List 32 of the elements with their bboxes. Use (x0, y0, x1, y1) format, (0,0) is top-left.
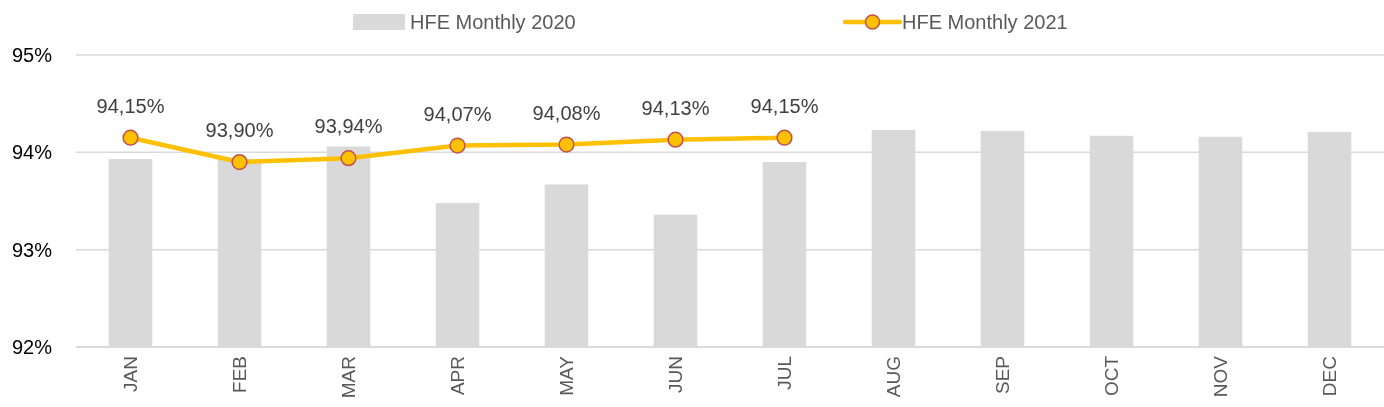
point (558, 136, 575, 153)
x-tick-label: DEC (1319, 356, 1341, 397)
x-tick-label: APR (447, 356, 469, 396)
legend-label: HFE Monthly 2021 (902, 11, 1068, 33)
data-label: 94,15% (96, 94, 165, 117)
point (340, 150, 357, 167)
x-tick-label: OCT (1101, 355, 1123, 397)
x-tick-label: NOV (1210, 355, 1232, 398)
x-tick-label: MAR (338, 356, 360, 399)
point (122, 129, 139, 146)
x-tick-label: FEB (229, 356, 251, 393)
x-tick-label: JUN (665, 356, 687, 393)
x-tick-label: JAN (120, 356, 142, 392)
x-tick-label: MAY (556, 355, 578, 396)
data-label: 94,15% (750, 94, 819, 117)
data-label: 94,07% (423, 102, 492, 125)
x-tick-label: AUG (883, 356, 905, 398)
y-tick-label: 93% (11, 238, 53, 261)
y-tick-label: 92% (11, 335, 53, 358)
legend-label: HFE Monthly 2020 (410, 11, 576, 33)
y-tick-label: 95% (11, 43, 53, 66)
point (667, 131, 684, 148)
x-tick-label: JUL (774, 356, 796, 390)
y-tick-label: 94% (11, 141, 53, 164)
point (449, 137, 466, 154)
data-label: 93,90% (205, 119, 274, 142)
data-label: 94,08% (532, 101, 601, 124)
point (776, 129, 793, 146)
point (231, 153, 248, 171)
x-tick-label: SEP (992, 356, 1014, 395)
data-label: 93,94% (314, 115, 383, 138)
data-label: 94,13% (641, 96, 710, 119)
